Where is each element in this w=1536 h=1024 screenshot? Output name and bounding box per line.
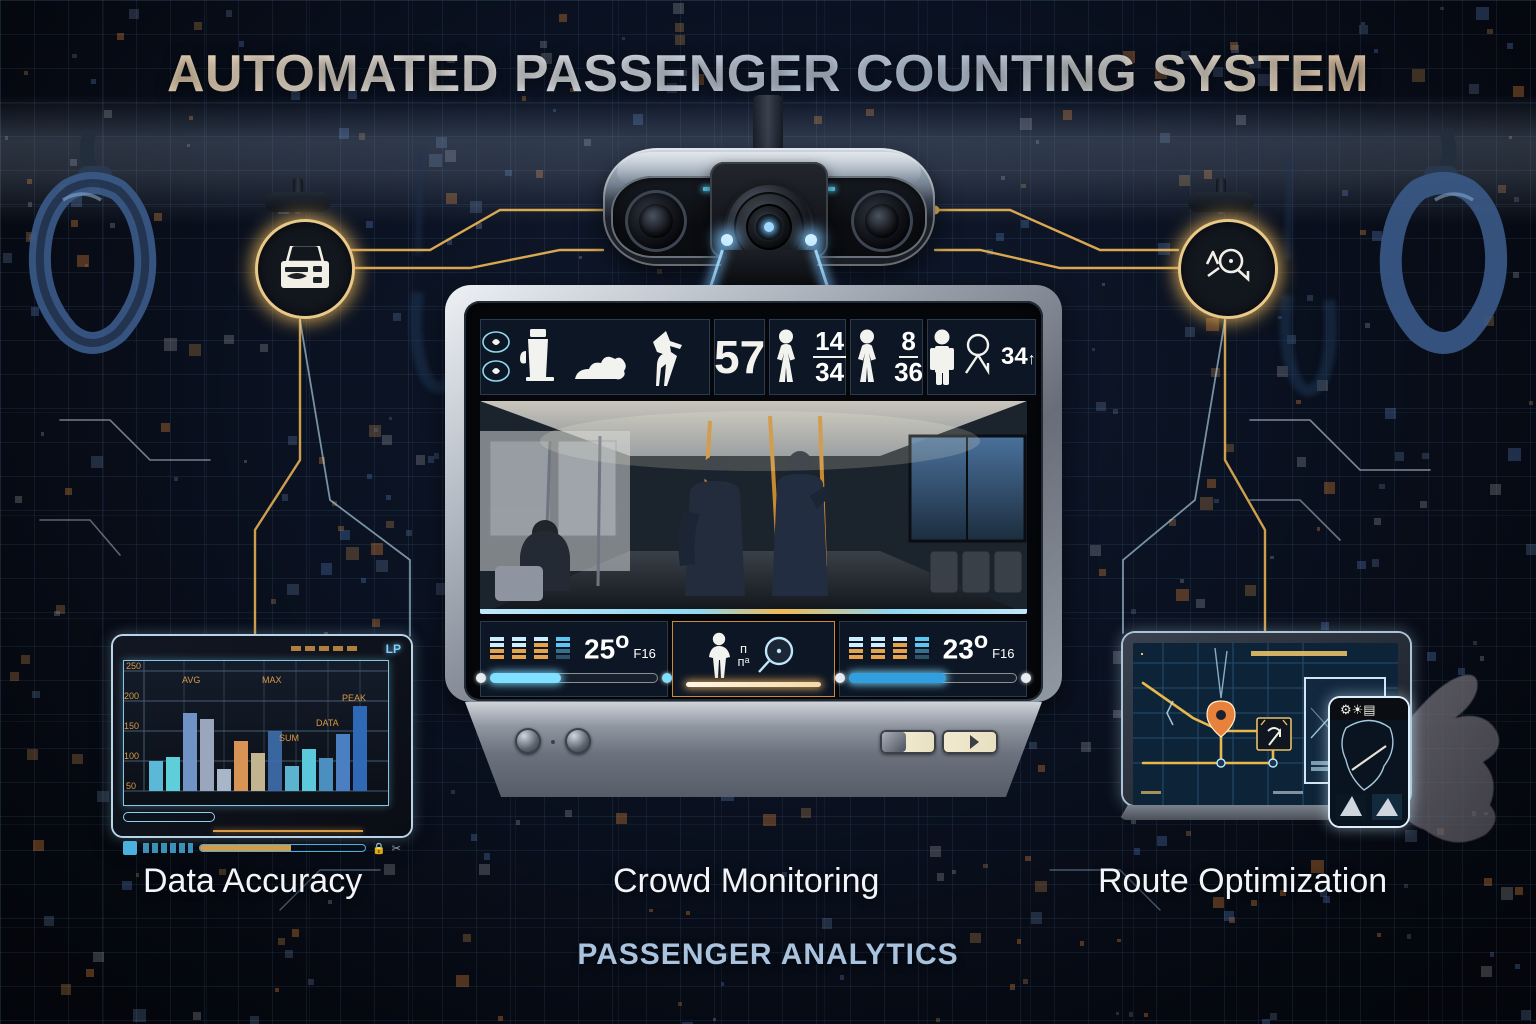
svg-text:AVG: AVG xyxy=(182,675,200,685)
svg-text:DATA: DATA xyxy=(316,718,339,728)
svg-text:MAX: MAX xyxy=(262,675,282,685)
svg-text:100: 100 xyxy=(124,751,139,761)
svg-text:PEAK: PEAK xyxy=(342,693,366,703)
svg-text:150: 150 xyxy=(124,721,139,731)
svg-text:200: 200 xyxy=(124,691,139,701)
svg-text:250: 250 xyxy=(126,661,141,671)
svg-text:50: 50 xyxy=(126,781,136,791)
svg-text:SUM: SUM xyxy=(279,733,299,743)
